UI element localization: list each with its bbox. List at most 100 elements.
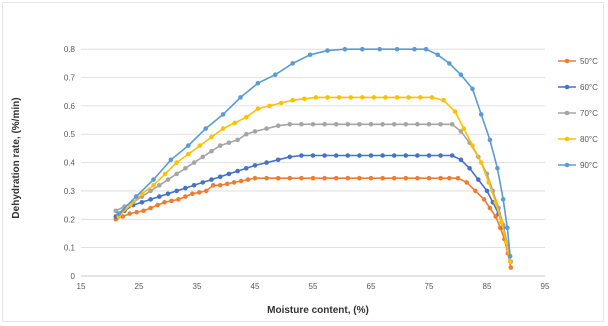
data-point (345, 153, 351, 158)
data-point (500, 197, 506, 202)
data-point (313, 95, 319, 100)
series-3 (116, 95, 513, 265)
legend-swatch-marker (564, 162, 570, 168)
y-tick-label-0: 0 (71, 272, 76, 281)
chart-frame: 0 0.1 0.2 0.3 0.4 0.5 0.6 0.7 0.8 15 25 35 45 55 65 75 8… (2, 2, 604, 322)
data-point (127, 211, 132, 216)
data-point (423, 46, 429, 52)
legend-label: 60°C (580, 83, 598, 92)
y-tick-label-8: 0.8 (64, 45, 76, 54)
y-tick-label-6: 0.6 (64, 102, 76, 111)
legend-swatch-marker (564, 58, 570, 64)
data-point (447, 61, 452, 66)
axes: 0 0.1 0.2 0.3 0.4 0.5 0.6 0.7 0.8 15 25 35 45 55 65 75 8… (64, 45, 550, 291)
data-point (204, 188, 209, 194)
data-point (478, 160, 484, 165)
data-point (415, 153, 420, 158)
data-point (403, 122, 409, 127)
x-axis-title: Moisture content, (%) (267, 305, 369, 316)
data-point (449, 122, 455, 127)
x-tick-label-7: 85 (483, 282, 492, 291)
data-point (151, 177, 156, 182)
series-2 (113, 122, 514, 265)
data-point (120, 214, 126, 219)
data-point (357, 175, 362, 181)
data-point (426, 122, 432, 127)
x-tick-label-2: 35 (193, 282, 202, 291)
data-point (275, 157, 281, 163)
data-point (155, 202, 160, 208)
data-point (486, 180, 492, 185)
y-tick-label-7: 0.7 (64, 74, 76, 83)
data-point (165, 191, 171, 197)
data-point (503, 239, 509, 245)
legend-item-3: 80°C (558, 135, 598, 144)
data-point (310, 153, 316, 158)
data-point (245, 177, 251, 182)
data-point (191, 160, 197, 165)
data-point (197, 143, 203, 148)
data-point (255, 80, 261, 86)
data-point (299, 175, 304, 181)
data-point (226, 171, 232, 177)
data-point (357, 122, 362, 127)
data-point (232, 120, 237, 126)
data-point (197, 190, 202, 195)
data-point (438, 175, 443, 181)
data-point (505, 225, 510, 231)
data-point (449, 153, 455, 158)
data-point (287, 175, 293, 181)
data-point (226, 140, 232, 145)
data-point (470, 86, 475, 92)
series-layer (113, 46, 514, 270)
data-point (360, 95, 365, 100)
data-point (209, 177, 214, 182)
data-point (412, 46, 417, 52)
legend-label: 70°C (580, 109, 598, 118)
data-point (438, 153, 443, 158)
data-point (148, 205, 153, 211)
data-point (255, 106, 261, 111)
data-point (203, 126, 208, 131)
data-point (302, 96, 307, 102)
data-point (458, 129, 464, 134)
data-point (307, 52, 313, 58)
data-point (325, 95, 330, 100)
data-point (157, 183, 162, 188)
data-point (186, 143, 191, 148)
data-point (134, 209, 139, 215)
data-point (461, 126, 467, 131)
data-point (333, 122, 339, 127)
x-tick-label-1: 25 (135, 282, 144, 291)
y-tick-label-1: 0.1 (64, 244, 76, 253)
data-point (275, 123, 281, 128)
data-point (174, 171, 179, 177)
legend-swatch-marker (564, 110, 570, 116)
data-point (183, 166, 188, 171)
data-point (493, 200, 499, 205)
data-point (310, 175, 316, 181)
data-point (200, 154, 206, 160)
data-point (287, 122, 293, 127)
data-point (191, 183, 197, 188)
legend-item-1: 60°C (558, 83, 598, 92)
data-point (418, 95, 423, 100)
data-point (403, 153, 409, 158)
data-point (383, 95, 388, 100)
data-point (238, 178, 244, 184)
data-point (391, 175, 397, 181)
legend-swatch-marker (564, 84, 570, 90)
data-point (441, 97, 446, 103)
data-point (148, 197, 153, 202)
data-point (429, 95, 435, 100)
data-point (299, 122, 304, 127)
data-point (336, 95, 342, 100)
data-point (220, 112, 226, 117)
data-point (394, 46, 400, 52)
x-tick-label-4: 55 (309, 282, 318, 291)
data-point (415, 175, 420, 181)
data-point (183, 185, 188, 191)
data-point (478, 112, 484, 117)
data-point (209, 134, 214, 140)
y-tick-label-4: 0.4 (64, 159, 76, 168)
